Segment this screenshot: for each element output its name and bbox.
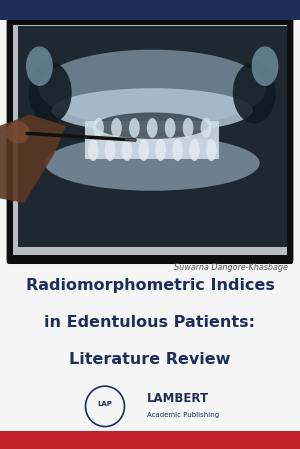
Ellipse shape bbox=[38, 50, 266, 127]
Text: LAMBERT: LAMBERT bbox=[147, 392, 209, 405]
Ellipse shape bbox=[252, 46, 278, 86]
Ellipse shape bbox=[165, 118, 176, 138]
Ellipse shape bbox=[201, 118, 211, 138]
Bar bbox=[0, 431, 300, 449]
Polygon shape bbox=[0, 114, 66, 203]
Ellipse shape bbox=[172, 139, 183, 161]
Ellipse shape bbox=[29, 62, 72, 123]
Ellipse shape bbox=[147, 118, 158, 138]
Ellipse shape bbox=[88, 139, 99, 161]
Ellipse shape bbox=[155, 139, 166, 161]
Ellipse shape bbox=[111, 118, 122, 138]
Bar bbox=[18, 26, 286, 247]
Ellipse shape bbox=[93, 118, 104, 138]
Text: Academic Publishing: Academic Publishing bbox=[147, 412, 219, 418]
Ellipse shape bbox=[129, 118, 140, 138]
Bar bbox=[0, 0, 300, 20]
Text: in Edentulous Patients:: in Edentulous Patients: bbox=[44, 315, 256, 330]
Ellipse shape bbox=[233, 62, 276, 123]
Ellipse shape bbox=[52, 88, 253, 132]
Ellipse shape bbox=[122, 139, 132, 161]
Ellipse shape bbox=[138, 139, 149, 161]
Bar bbox=[13, 25, 287, 255]
Ellipse shape bbox=[45, 136, 260, 191]
Text: Literature Review: Literature Review bbox=[69, 352, 231, 367]
Ellipse shape bbox=[6, 121, 30, 143]
Text: Radiomorphometric Indices: Radiomorphometric Indices bbox=[26, 278, 275, 293]
Ellipse shape bbox=[96, 112, 208, 139]
Ellipse shape bbox=[26, 46, 53, 86]
Ellipse shape bbox=[183, 118, 194, 138]
Text: LAP: LAP bbox=[98, 401, 112, 407]
Ellipse shape bbox=[206, 139, 217, 161]
Bar bbox=[85, 121, 219, 159]
FancyBboxPatch shape bbox=[7, 16, 293, 264]
Ellipse shape bbox=[189, 139, 200, 161]
Ellipse shape bbox=[105, 139, 116, 161]
Text: Suwarna Dangore-Khasbage: Suwarna Dangore-Khasbage bbox=[174, 263, 288, 272]
